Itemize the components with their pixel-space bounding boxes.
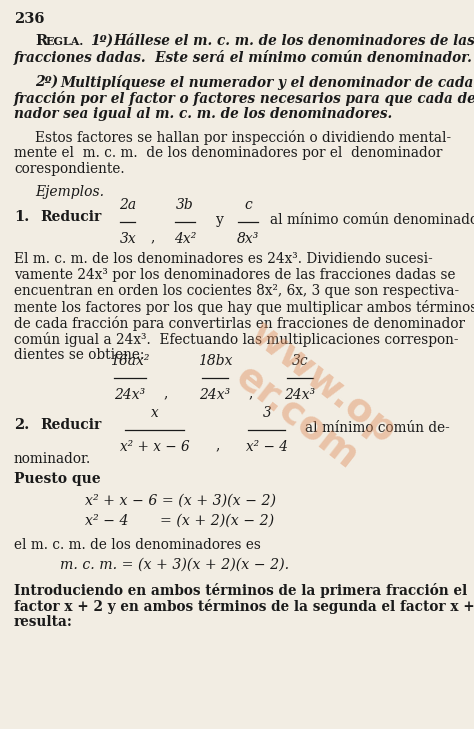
Text: fracciones dadas.  Este será el mínimo común denominador.: fracciones dadas. Este será el mínimo co… bbox=[14, 50, 473, 65]
Text: común igual a 24x³.  Efectuando las multiplicaciones correspon-: común igual a 24x³. Efectuando las multi… bbox=[14, 332, 458, 347]
Text: ,: , bbox=[248, 386, 252, 400]
Text: 2.: 2. bbox=[14, 418, 29, 432]
Text: x² + x − 6: x² + x − 6 bbox=[120, 440, 190, 454]
Text: fracción por el factor o factores necesarios para que cada denomi-: fracción por el factor o factores necesa… bbox=[14, 91, 474, 106]
Text: 3: 3 bbox=[263, 406, 271, 420]
Text: de cada fracción para convertirlas en fracciones de denominador: de cada fracción para convertirlas en fr… bbox=[14, 316, 465, 331]
Text: EGLA.: EGLA. bbox=[46, 36, 84, 47]
Text: 1º): 1º) bbox=[90, 34, 113, 48]
Text: el m. c. m. de los denominadores es: el m. c. m. de los denominadores es bbox=[14, 538, 261, 552]
Text: 3b: 3b bbox=[176, 198, 194, 212]
Text: vamente 24x³ por los denominadores de las fracciones dadas se: vamente 24x³ por los denominadores de la… bbox=[14, 268, 456, 282]
Text: Multiplíquese el numerador y el denominador de cada: Multiplíquese el numerador y el denomina… bbox=[60, 75, 474, 90]
Text: 3c: 3c bbox=[292, 354, 308, 368]
Text: 2a: 2a bbox=[119, 198, 137, 212]
Text: al mínimo común de-: al mínimo común de- bbox=[305, 421, 450, 435]
Text: x² + x − 6 = (x + 3)(x − 2): x² + x − 6 = (x + 3)(x − 2) bbox=[85, 494, 276, 508]
Text: 8x³: 8x³ bbox=[237, 232, 259, 246]
Text: 18bx: 18bx bbox=[198, 354, 232, 368]
Text: 4x²: 4x² bbox=[174, 232, 196, 246]
Text: R: R bbox=[35, 34, 47, 48]
Text: El m. c. m. de los denominadores es 24x³. Dividiendo sucesi-: El m. c. m. de los denominadores es 24x³… bbox=[14, 252, 433, 266]
Text: 24x³: 24x³ bbox=[114, 388, 146, 402]
Text: resulta:: resulta: bbox=[14, 615, 73, 629]
Text: mente el  m. c. m.  de los denominadores por el  denominador: mente el m. c. m. de los denominadores p… bbox=[14, 146, 442, 160]
Text: ,: , bbox=[215, 438, 219, 452]
Text: corespondiente.: corespondiente. bbox=[14, 162, 125, 176]
Text: 3x: 3x bbox=[119, 232, 137, 246]
Text: c: c bbox=[244, 198, 252, 212]
Text: Reducir: Reducir bbox=[40, 210, 101, 224]
Text: Introduciendo en ambos términos de la primera fracción el: Introduciendo en ambos términos de la pr… bbox=[14, 583, 467, 598]
Text: x² − 4: x² − 4 bbox=[246, 440, 288, 454]
Text: Estos factores se hallan por inspección o dividiendo mental-: Estos factores se hallan por inspección … bbox=[35, 130, 451, 145]
Text: al mínimo común denominador.: al mínimo común denominador. bbox=[270, 213, 474, 227]
Text: 2º): 2º) bbox=[35, 75, 58, 89]
Text: x² − 4       = (x + 2)(x − 2): x² − 4 = (x + 2)(x − 2) bbox=[85, 514, 274, 528]
Text: Hállese el m. c. m. de los denominadores de las: Hállese el m. c. m. de los denominadores… bbox=[113, 34, 474, 48]
Text: factor x + 2 y en ambos términos de la segunda el factor x + 3: factor x + 2 y en ambos términos de la s… bbox=[14, 599, 474, 614]
Text: y: y bbox=[216, 213, 224, 227]
Text: www.op
er.com: www.op er.com bbox=[216, 314, 404, 486]
Text: x: x bbox=[151, 406, 159, 420]
Text: 24x³: 24x³ bbox=[284, 388, 316, 402]
Text: ,: , bbox=[150, 230, 155, 244]
Text: nominador.: nominador. bbox=[14, 452, 91, 466]
Text: Reducir: Reducir bbox=[40, 418, 101, 432]
Text: 236: 236 bbox=[14, 12, 45, 26]
Text: Ejemplos.: Ejemplos. bbox=[35, 185, 104, 199]
Text: 24x³: 24x³ bbox=[200, 388, 231, 402]
Text: 1.: 1. bbox=[14, 210, 29, 224]
Text: ,: , bbox=[163, 386, 167, 400]
Text: nador sea igual al m. c. m. de los denominadores.: nador sea igual al m. c. m. de los denom… bbox=[14, 107, 392, 121]
Text: dientes se obtiene:: dientes se obtiene: bbox=[14, 348, 145, 362]
Text: encuentran en orden los cocientes 8x², 6x, 3 que son respectiva-: encuentran en orden los cocientes 8x², 6… bbox=[14, 284, 459, 298]
Text: mente los factores por los que hay que multiplicar ambos términos: mente los factores por los que hay que m… bbox=[14, 300, 474, 315]
Text: m. c. m. = (x + 3)(x + 2)(x − 2).: m. c. m. = (x + 3)(x + 2)(x − 2). bbox=[60, 558, 289, 572]
Text: 16ax²: 16ax² bbox=[110, 354, 150, 368]
Text: Puesto que: Puesto que bbox=[14, 472, 100, 486]
